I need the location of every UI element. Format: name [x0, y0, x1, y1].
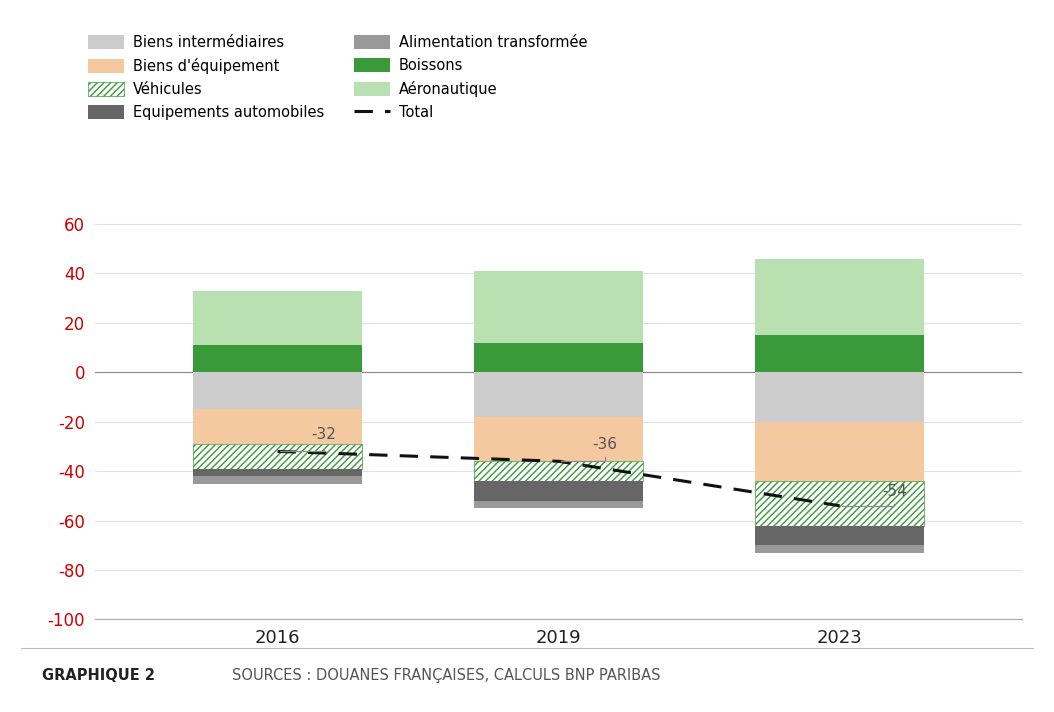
Bar — [756, 335, 924, 372]
Bar — [474, 342, 643, 372]
Bar — [193, 468, 362, 476]
Text: -36: -36 — [562, 437, 618, 461]
Text: -54: -54 — [842, 484, 906, 506]
Bar — [474, 372, 643, 417]
Bar — [193, 372, 362, 409]
Bar — [756, 481, 924, 525]
Bar — [193, 290, 362, 345]
Bar — [756, 422, 924, 481]
Bar — [756, 258, 924, 335]
Text: SOURCES : DOUANES FRANÇAISES, CALCULS BNP PARIBAS: SOURCES : DOUANES FRANÇAISES, CALCULS BN… — [232, 668, 661, 683]
Text: -32: -32 — [280, 427, 336, 451]
Bar — [193, 444, 362, 468]
Bar — [193, 409, 362, 444]
Bar — [193, 476, 362, 483]
Bar — [756, 372, 924, 422]
Bar — [756, 545, 924, 553]
Bar — [193, 345, 362, 372]
Bar — [474, 417, 643, 461]
Bar — [474, 461, 643, 481]
Legend: Biens intermédiaires, Biens d'équipement, Véhicules, Equipements automobiles, Al: Biens intermédiaires, Biens d'équipement… — [83, 30, 591, 124]
Bar — [756, 525, 924, 545]
Bar — [474, 501, 643, 508]
Bar — [474, 271, 643, 342]
Text: GRAPHIQUE 2: GRAPHIQUE 2 — [42, 668, 155, 683]
Bar — [474, 481, 643, 501]
